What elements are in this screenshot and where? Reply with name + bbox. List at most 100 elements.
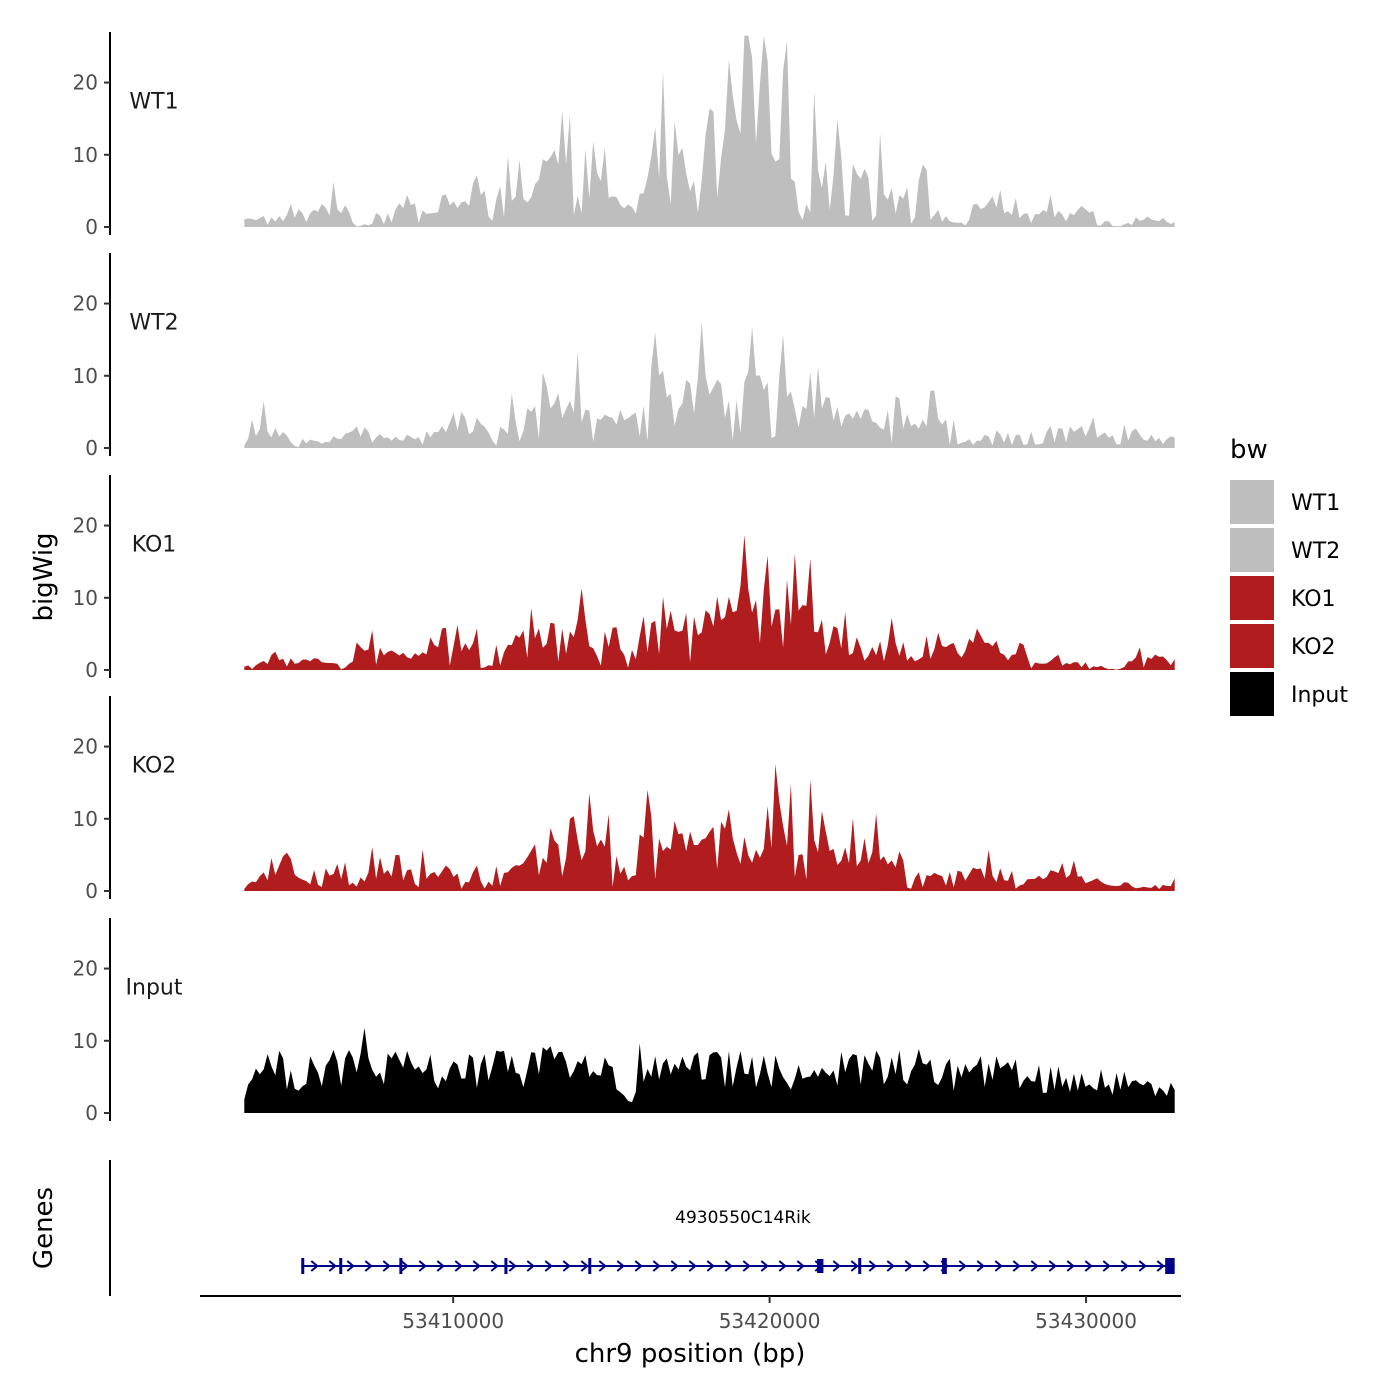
track-panel-wt2: 0 10 20 WT2 <box>73 253 1175 460</box>
strand-arrow <box>796 1260 805 1272</box>
strand-arrow <box>904 1260 913 1272</box>
track-label-wt1: WT1 <box>129 90 178 115</box>
exon <box>339 1258 343 1274</box>
legend-key-ko1 <box>1230 576 1274 620</box>
legend-label-wt1: WT1 <box>1291 491 1340 516</box>
y-tick-label: 0 <box>85 658 98 682</box>
strand-arrow <box>580 1260 589 1272</box>
strand-arrow <box>724 1260 733 1272</box>
strand-arrow <box>454 1260 463 1272</box>
exon <box>399 1258 403 1274</box>
strand-arrow <box>562 1260 571 1272</box>
strand-arrow <box>994 1260 1003 1272</box>
legend-key-wt1 <box>1230 480 1274 524</box>
legend-key-input <box>1230 672 1274 716</box>
track-label-wt2: WT2 <box>129 311 178 336</box>
coverage-area-ko1 <box>244 535 1175 670</box>
strand-arrow <box>652 1260 661 1272</box>
strand-arrow <box>1048 1260 1057 1272</box>
strand-arrow <box>634 1260 643 1272</box>
strand-arrow <box>868 1260 877 1272</box>
strand-arrow <box>958 1260 967 1272</box>
legend-label-ko2: KO2 <box>1291 635 1336 660</box>
genes-axis-title: Genes <box>29 1187 59 1269</box>
y-tick-label: 20 <box>73 71 98 95</box>
exon <box>817 1259 824 1273</box>
strand-arrow <box>832 1260 841 1272</box>
strand-arrow <box>1066 1260 1075 1272</box>
strand-arrow <box>1012 1260 1021 1272</box>
legend-key-ko2 <box>1230 624 1274 668</box>
strand-arrow <box>400 1260 409 1272</box>
exon <box>588 1258 592 1274</box>
strand-arrow <box>382 1260 391 1272</box>
strand-arrow <box>886 1260 895 1272</box>
track-panel-ko2: 0 10 20 KO2 <box>73 696 1175 903</box>
strand-arrow <box>1138 1260 1147 1272</box>
x-tick-label: 53410000 <box>402 1309 504 1333</box>
strand-arrow <box>364 1260 373 1272</box>
y-tick-label: 10 <box>73 1029 98 1053</box>
track-label-input: Input <box>126 976 183 1001</box>
strand-arrow <box>778 1260 787 1272</box>
y-tick-label: 0 <box>85 1101 98 1125</box>
exon <box>504 1258 508 1274</box>
track-label-ko1: KO1 <box>132 533 177 558</box>
coverage-area-input <box>244 1027 1175 1113</box>
y-tick-label: 10 <box>73 586 98 610</box>
gene-name-label: 4930550C14Rik <box>675 1208 811 1228</box>
strand-arrow <box>616 1260 625 1272</box>
strand-arrow <box>1084 1260 1093 1272</box>
legend-label-ko1: KO1 <box>1291 587 1336 612</box>
strand-arrow <box>976 1260 985 1272</box>
legend-key-wt2 <box>1230 528 1274 572</box>
strand-arrow <box>328 1260 337 1272</box>
coverage-tracks: 0 10 20 WT1 0 10 20 WT2 0 10 20 KO1 0 10 20 KO2 0 10 20 Inp… <box>73 32 1175 1125</box>
strand-arrow <box>688 1260 697 1272</box>
y-tick-label: 20 <box>73 735 98 759</box>
y-tick-label: 0 <box>85 436 98 460</box>
strand-arrow <box>706 1260 715 1272</box>
legend-label-input: Input <box>1291 683 1348 708</box>
exon <box>1165 1258 1175 1274</box>
coverage-area-wt2 <box>244 322 1175 448</box>
strand-arrow <box>526 1260 535 1272</box>
strand-arrow <box>1102 1260 1111 1272</box>
y-tick-label: 20 <box>73 514 98 538</box>
strand-arrow <box>508 1260 517 1272</box>
strand-arrow <box>418 1260 427 1272</box>
coverage-area-wt1 <box>244 35 1175 227</box>
y-tick-label: 20 <box>73 292 98 316</box>
y-tick-label: 20 <box>73 957 98 981</box>
y-axis-title: bigWig <box>29 532 59 621</box>
strand-arrow <box>1120 1260 1129 1272</box>
strand-arrow <box>490 1260 499 1272</box>
exon <box>942 1258 947 1274</box>
legend: bw WT1 WT2 KO1 KO2 Input <box>1230 435 1348 716</box>
strand-arrow <box>310 1260 319 1272</box>
track-panel-input: 0 10 20 Input <box>73 918 1175 1125</box>
y-tick-label: 10 <box>73 143 98 167</box>
strand-arrow <box>850 1260 859 1272</box>
track-label-ko2: KO2 <box>132 754 177 779</box>
strand-arrow <box>1030 1260 1039 1272</box>
strand-arrow <box>472 1260 481 1272</box>
strand-arrow <box>670 1260 679 1272</box>
strand-arrow <box>346 1260 355 1272</box>
strand-arrow <box>1156 1260 1165 1272</box>
y-tick-label: 10 <box>73 364 98 388</box>
strand-arrow <box>436 1260 445 1272</box>
legend-label-wt2: WT2 <box>1291 539 1340 564</box>
track-panel-wt1: 0 10 20 WT1 <box>73 32 1175 239</box>
strand-arrow <box>742 1260 751 1272</box>
track-panel-ko1: 0 10 20 KO1 <box>73 475 1175 682</box>
strand-arrow <box>544 1260 553 1272</box>
strand-arrow <box>760 1260 769 1272</box>
exon <box>858 1258 862 1274</box>
x-axis: 53410000 53420000 53430000 <box>200 1295 1181 1333</box>
exon <box>301 1258 305 1274</box>
coverage-area-ko2 <box>244 764 1175 891</box>
strand-arrow <box>922 1260 931 1272</box>
strand-arrow <box>598 1260 607 1272</box>
y-tick-label: 10 <box>73 807 98 831</box>
